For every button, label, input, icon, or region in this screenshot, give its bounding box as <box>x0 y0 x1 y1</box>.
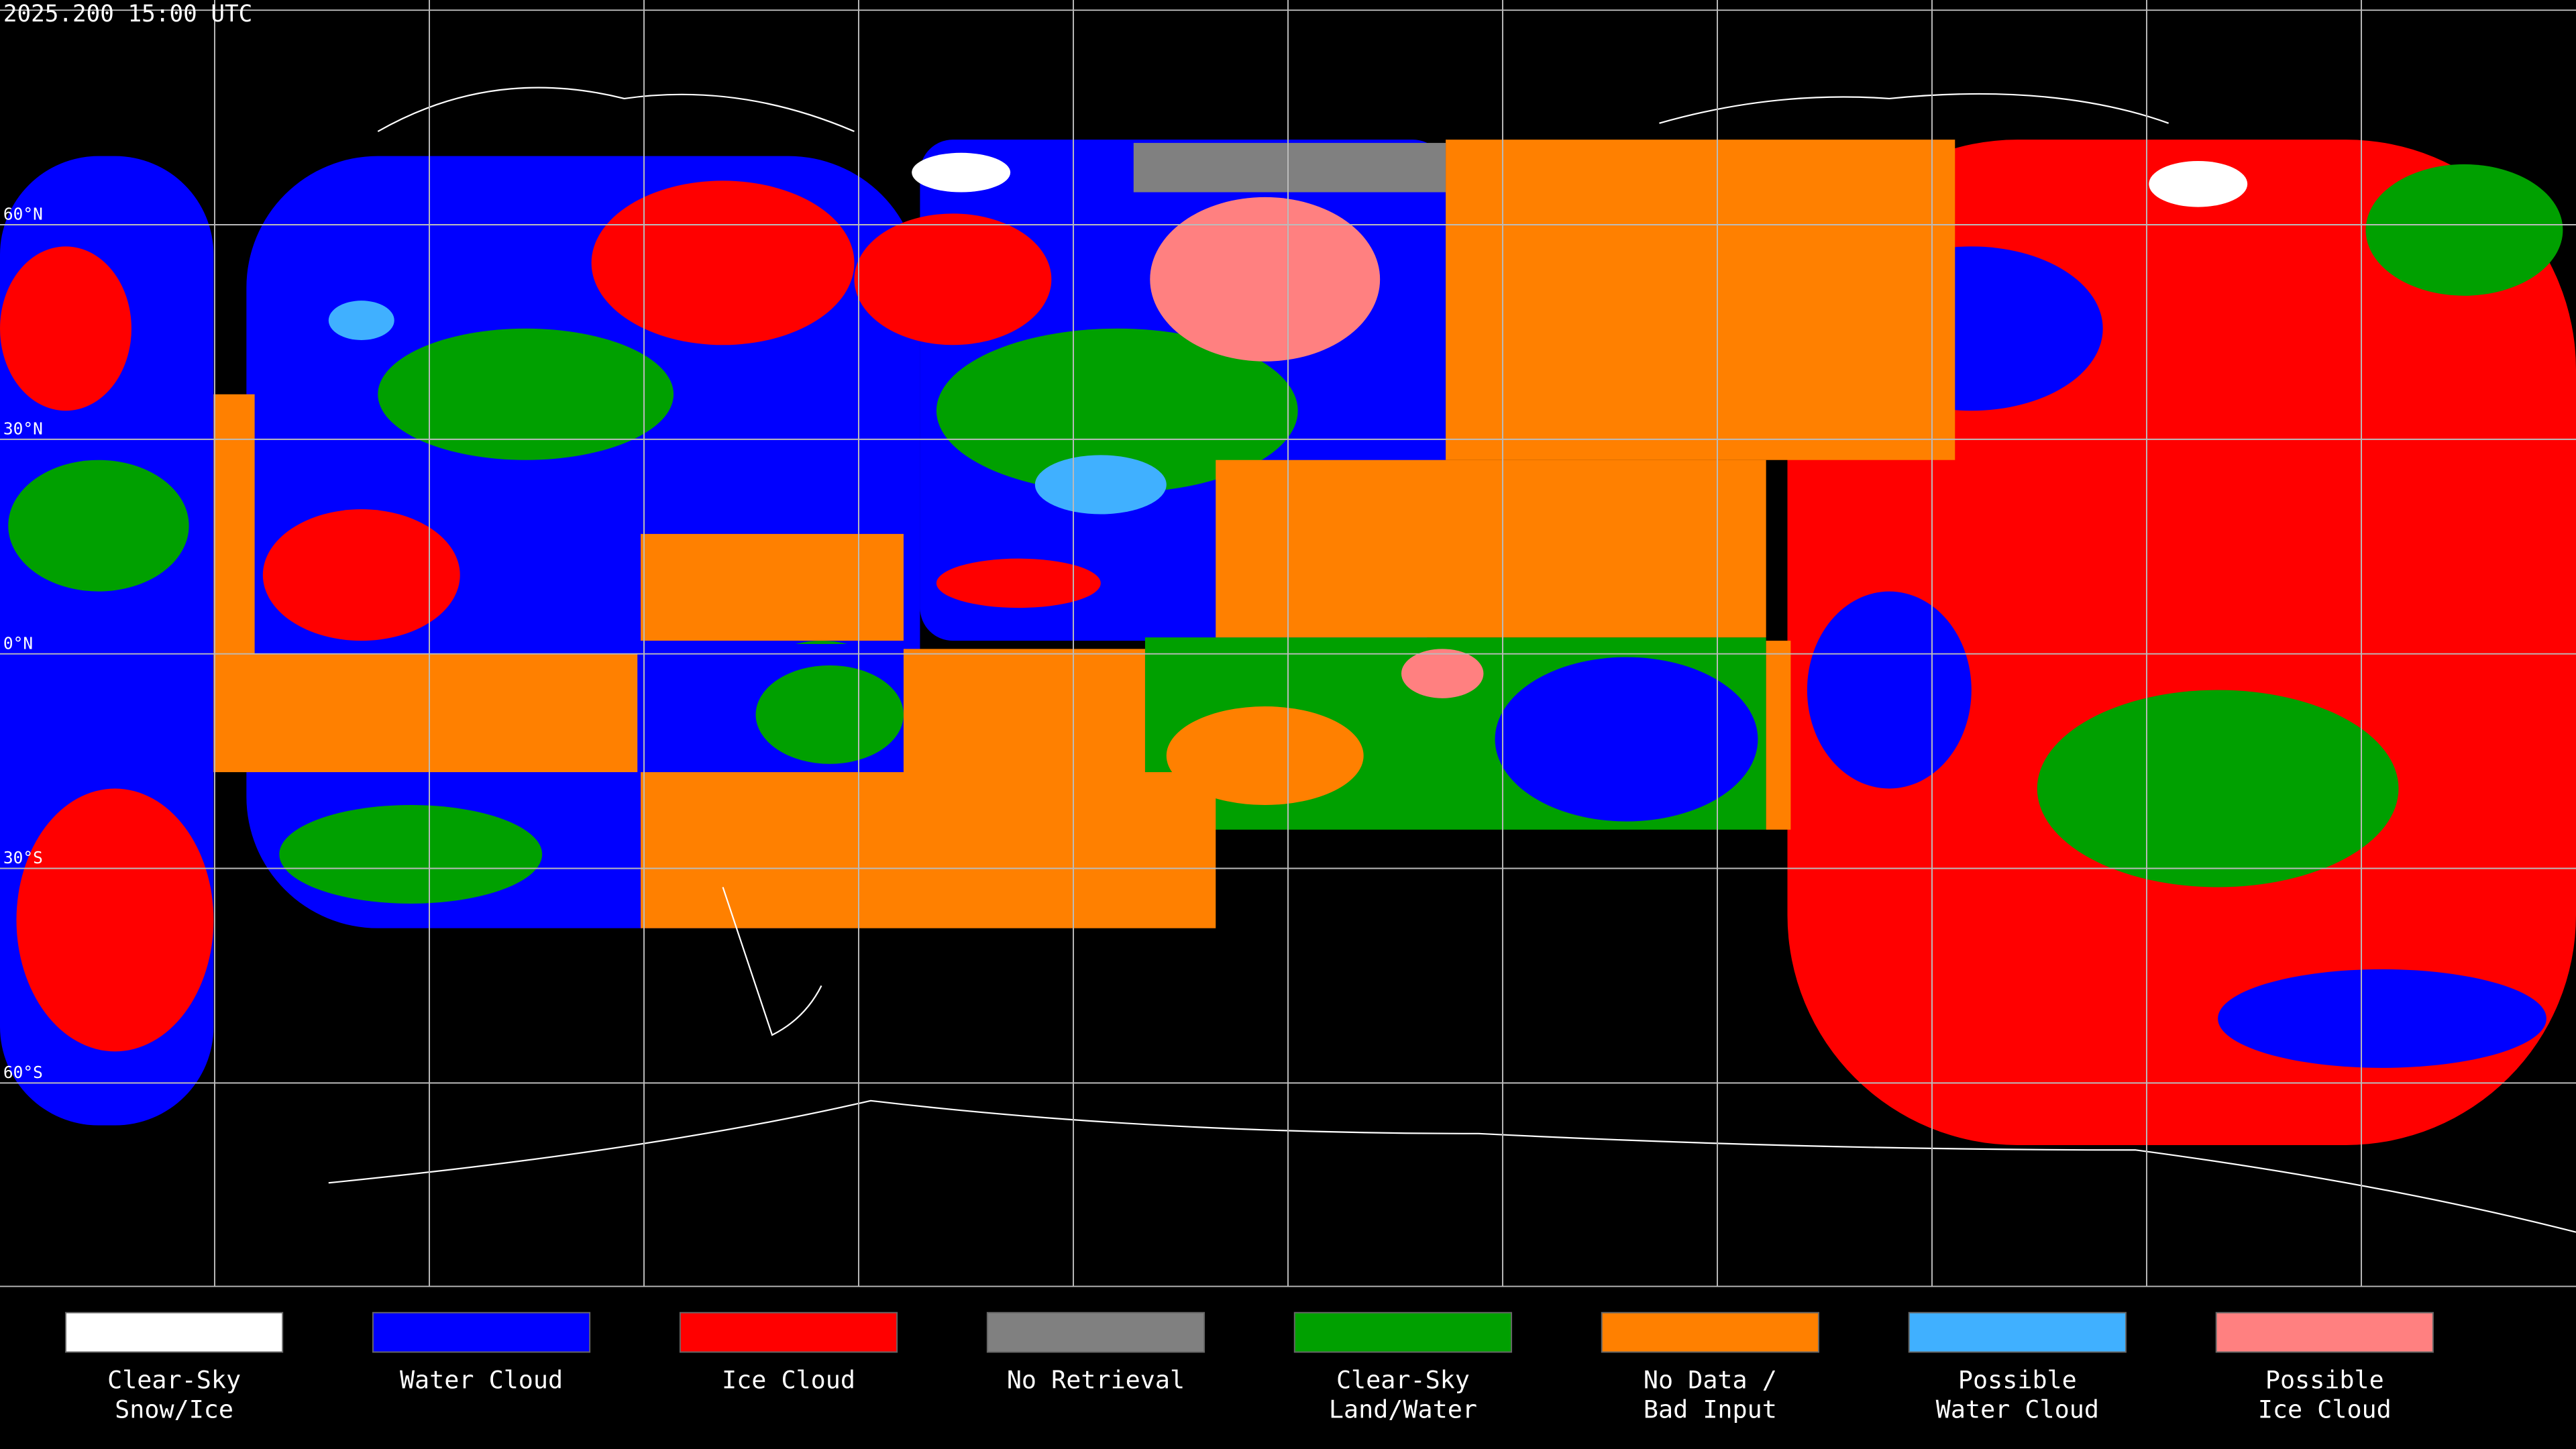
legend-label: No Data / <box>1644 1365 1777 1394</box>
patch <box>1807 591 1972 789</box>
legend-label: Ice Cloud <box>722 1365 855 1394</box>
patch <box>936 328 1298 493</box>
legend-label: Clear-Sky <box>107 1365 241 1394</box>
patch <box>854 213 1052 345</box>
latitude-label: 60°N <box>3 205 43 224</box>
legend-background <box>0 1286 2576 1449</box>
legend-label: No Retrieval <box>1007 1365 1185 1394</box>
patch <box>641 772 1216 928</box>
patch <box>2365 164 2563 296</box>
legend-label: Snow/Ice <box>115 1395 233 1424</box>
legend-swatch <box>2215 1311 2434 1353</box>
legend-swatch <box>1601 1311 1819 1353</box>
legend-swatch <box>64 1311 284 1353</box>
title: 2025.200 15:00 UTC <box>3 1 252 28</box>
legend-swatch <box>1293 1311 1513 1353</box>
patch <box>2037 690 2399 888</box>
legend-swatch <box>1908 1311 2127 1353</box>
graticule <box>0 0 2576 1287</box>
patch <box>1495 657 1758 822</box>
patch <box>213 653 638 773</box>
patch <box>1133 143 1446 193</box>
legend-label: Land/Water <box>1329 1395 1477 1424</box>
patch <box>755 665 904 764</box>
patch <box>936 558 1101 608</box>
patch <box>912 152 1011 193</box>
patch <box>903 649 1145 781</box>
patch <box>1150 197 1381 362</box>
patch <box>2218 969 2546 1068</box>
legend-swatch <box>986 1311 1205 1353</box>
patch <box>1446 140 1955 460</box>
legend-label: Ice Cloud <box>2258 1395 2392 1424</box>
legend-swatch <box>372 1311 591 1353</box>
patch <box>641 533 904 641</box>
latitude-labels: 60°N 30°N 0°N 30°S 60°S <box>3 205 43 1082</box>
patch <box>0 246 131 411</box>
legend-label: Clear-Sky <box>1336 1365 1470 1394</box>
patch <box>591 180 855 345</box>
patch <box>1216 460 1766 638</box>
latitude-label: 0°N <box>3 633 33 653</box>
latitude-label: 30°S <box>3 848 43 867</box>
patch <box>2149 161 2248 207</box>
patch <box>328 301 394 340</box>
patch <box>378 328 674 460</box>
legend-swatch <box>679 1311 898 1353</box>
legend-label: Bad Input <box>1644 1395 1777 1424</box>
patch <box>1766 641 1791 830</box>
coastline <box>328 87 2576 1233</box>
patch <box>16 788 214 1052</box>
legend-label: Water Cloud <box>1936 1395 2099 1424</box>
latitude-label: 60°S <box>3 1063 43 1082</box>
patch <box>1401 649 1484 698</box>
legend-label: Possible <box>1958 1365 2077 1394</box>
patch <box>262 509 460 641</box>
legend-label: Possible <box>2265 1365 2384 1394</box>
legend-label: Water Cloud <box>400 1365 563 1394</box>
patch <box>279 805 543 904</box>
cloud-patches <box>0 140 2576 1145</box>
patch <box>1034 455 1167 515</box>
patch <box>8 460 189 592</box>
latitude-label: 30°N <box>3 419 43 439</box>
